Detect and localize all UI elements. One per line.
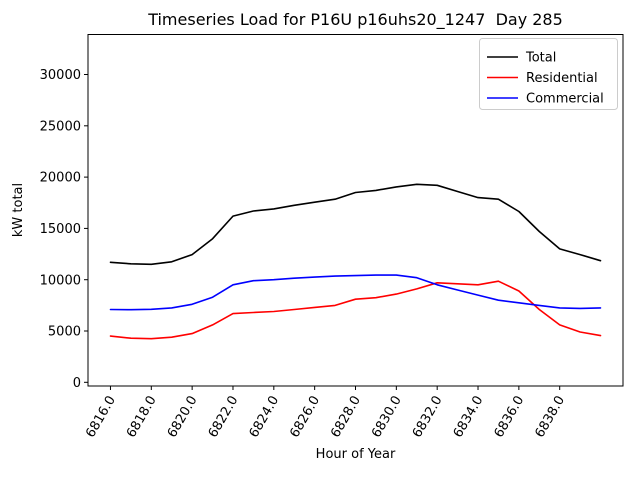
x-tick-label: 6818.0 — [124, 394, 160, 441]
chart-title: Timeseries Load for P16U p16uhs20_1247 D… — [147, 10, 563, 30]
x-tick-label: 6824.0 — [247, 394, 283, 441]
x-tick-label: 6822.0 — [206, 394, 242, 441]
x-tick-label: 6816.0 — [83, 394, 119, 441]
y-tick-label: 10000 — [40, 273, 81, 288]
legend-label-total: Total — [525, 51, 556, 66]
series-residential-line — [109, 280, 602, 340]
series-total-line — [109, 183, 602, 266]
y-tick-label: 0 — [73, 376, 81, 391]
x-axis-label: Hour of Year — [316, 447, 396, 462]
x-tick-label: 6828.0 — [328, 394, 364, 441]
legend-row-commercial: Commercial — [487, 92, 604, 107]
legend-label-residential: Residential — [526, 71, 598, 86]
series-lines — [109, 183, 602, 340]
x-tick-label: 6820.0 — [165, 394, 201, 441]
series-commercial-line — [109, 274, 602, 311]
x-tick-label: 6832.0 — [410, 394, 446, 441]
y-tick-label: 5000 — [48, 325, 81, 340]
y-tick-label: 25000 — [40, 119, 81, 134]
legend-row-total: Total — [487, 51, 556, 66]
x-tick-label: 6838.0 — [532, 394, 568, 441]
y-axis-label: kW total — [11, 183, 26, 237]
x-axis-ticks: 6816.0 6818.0 6820.0 6822.0 6824.0 6826.0 6828… — [83, 386, 568, 440]
x-tick-label: 6836.0 — [492, 394, 528, 441]
y-tick-label: 30000 — [40, 68, 81, 83]
y-tick-label: 20000 — [40, 171, 81, 186]
x-tick-label: 6830.0 — [369, 394, 405, 441]
y-axis-ticks: 0 5000 10000 15000 20000 25000 30000 — [40, 68, 88, 391]
x-tick-label: 6834.0 — [451, 393, 487, 440]
legend-label-commercial: Commercial — [526, 92, 604, 107]
x-tick-label: 6826.0 — [287, 394, 323, 441]
legend: Total Residential Commercial — [479, 38, 618, 110]
y-tick-label: 15000 — [40, 222, 81, 237]
legend-row-residential: Residential — [487, 71, 598, 86]
